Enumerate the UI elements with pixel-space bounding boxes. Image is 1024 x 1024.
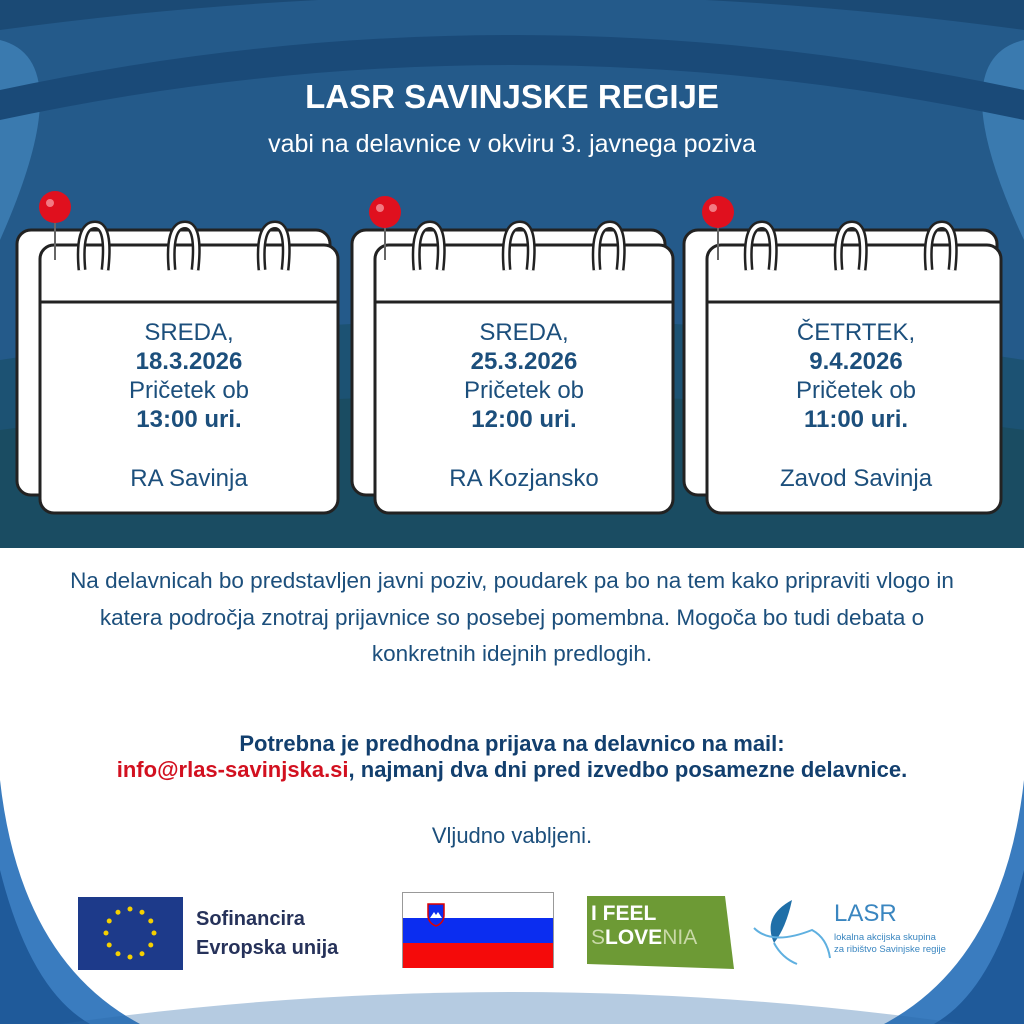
workshop-location: RA Savinja	[130, 465, 248, 492]
workshop-time: 12:00 uri.	[471, 406, 577, 433]
eu-cofunding-text: Sofinancira Evropska unija	[196, 905, 338, 963]
workshop-day: ČETRTEK,	[796, 319, 916, 346]
workshop-location: RA Kozjansko	[449, 465, 599, 492]
eu-star	[127, 906, 133, 912]
eu-star	[127, 954, 133, 960]
ifeel-love: LOVE	[605, 926, 663, 949]
email-link[interactable]: info@rlas-savinjska.si	[116, 757, 349, 782]
page-subtitle: vabi na delavnice v okviru 3. javnega po…	[268, 130, 756, 158]
eu-stars-icon	[103, 906, 157, 960]
workshop-start-label: Pričetek ob	[795, 377, 917, 404]
lasr-name: LASR	[834, 900, 897, 927]
workshop-day: SREDA,	[144, 319, 234, 346]
workshop-date: 25.3.2026	[470, 348, 578, 375]
eu-star	[148, 942, 154, 948]
registration-note: Potrebna je predhodna prijava na delavni…	[60, 731, 964, 783]
lasr-line1: lokalna akcijska skupina	[834, 932, 936, 943]
description: Na delavnicah bo predstavljen javni pozi…	[70, 568, 954, 666]
calendar-icon	[15, 191, 340, 515]
workshop-location: Zavod Savinja	[779, 465, 933, 492]
eu-star	[115, 951, 121, 957]
registration-line1: Potrebna je predhodna prijava na delavni…	[239, 731, 785, 756]
i-feel-slovenia-logo: I FEEL SLOVENIA	[587, 896, 737, 975]
workshop-time: 13:00 uri.	[136, 406, 242, 433]
eu-star	[148, 918, 154, 924]
workshop-date: 9.4.2026	[809, 348, 903, 375]
closing-text: Vljudno vabljeni.	[431, 823, 593, 848]
eu-star	[106, 942, 112, 948]
registration-line2: , najmanj dva dni pred izvedbo posamezne…	[348, 757, 908, 782]
eu-star	[103, 930, 109, 936]
workshop-time: 11:00 uri.	[803, 406, 909, 433]
eu-star	[115, 909, 121, 915]
workshop-start-label: Pričetek ob	[463, 377, 585, 404]
fish-icon	[753, 900, 831, 965]
workshop-day: SREDA,	[479, 319, 569, 346]
calendar-icon	[350, 196, 675, 515]
eu-flag-logo	[78, 897, 183, 970]
pin-icon	[39, 191, 71, 260]
ifeel-nia: NIA	[662, 926, 698, 949]
workshop-card: SREDA, 25.3.2026 Pričetek ob 12:00 uri. …	[335, 185, 675, 525]
pin-icon	[702, 196, 734, 260]
calendar-icon	[682, 196, 1003, 515]
slovenia-flag	[402, 892, 554, 968]
eu-star	[106, 918, 112, 924]
workshop-card: SREDA, 18.3.2026 Pričetek ob 13:00 uri. …	[0, 185, 340, 525]
workshop-start-label: Pričetek ob	[128, 377, 250, 404]
lasr-line2: za ribištvo Savinjske regije	[834, 944, 946, 955]
lasr-logo: LASR lokalna akcijska skupina za ribištv…	[752, 898, 946, 973]
pin-icon	[369, 196, 401, 260]
slovenia-coat-of-arms-icon	[427, 903, 445, 927]
eu-star	[139, 909, 145, 915]
ifeel-s: S	[591, 926, 606, 949]
eu-line2: Evropska unija	[196, 937, 339, 959]
page-title: LASR SAVINJSKE REGIJE	[305, 78, 719, 115]
workshop-card: ČETRTEK, 9.4.2026 Pričetek ob 11:00 uri.…	[667, 185, 1007, 525]
workshop-date: 18.3.2026	[135, 348, 243, 375]
eu-star	[139, 951, 145, 957]
eu-line1: Sofinancira	[196, 908, 305, 930]
eu-star	[151, 930, 157, 936]
ifeel-line1: I FEEL	[591, 902, 657, 925]
